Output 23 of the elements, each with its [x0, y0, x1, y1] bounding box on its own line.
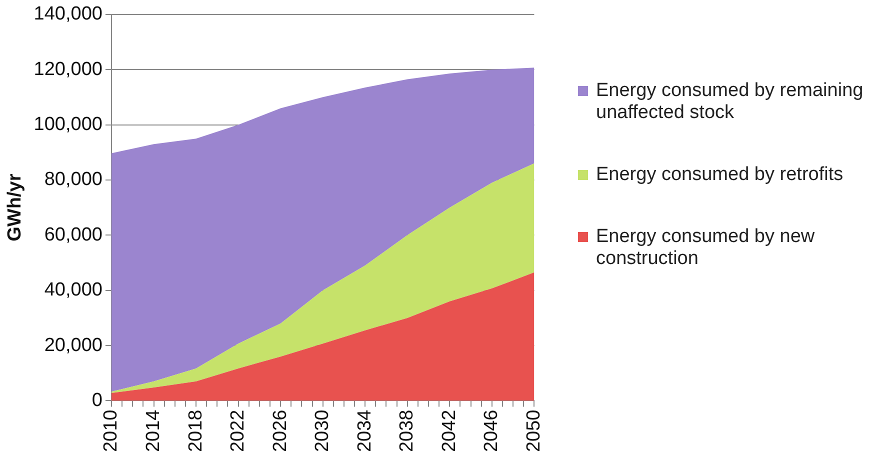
y-axis-title: GWh/yr	[4, 173, 26, 242]
x-tick-label: 2030	[312, 410, 334, 452]
y-tick-label: 80,000	[44, 169, 102, 190]
x-tick-label: 2050	[523, 410, 544, 452]
legend-label: Energy consumed by new construction	[596, 226, 816, 270]
x-tick-label: 2042	[438, 410, 460, 452]
x-tick-label: 2018	[185, 410, 206, 452]
y-tick-label: 0	[92, 390, 102, 411]
y-tick-label: 40,000	[44, 280, 102, 301]
x-tick-label: 2026	[270, 410, 291, 452]
x-tick-label: 2046	[481, 410, 502, 452]
x-tick-label: 2014	[142, 409, 164, 452]
y-tick-label: 60,000	[44, 224, 102, 246]
x-tick-label: 2022	[228, 410, 249, 452]
y-tick-label: 20,000	[44, 334, 102, 356]
y-tick-label: 100,000	[34, 114, 102, 136]
y-tick-label: 140,000	[34, 4, 102, 25]
legend-label: Energy consumed by retrofits	[596, 164, 844, 186]
x-tick-label: 2034	[354, 409, 376, 452]
x-tick-label: 2010	[100, 410, 122, 452]
y-tick-label: 120,000	[34, 58, 102, 80]
legend-label: Energy consumed by remaining unaffected stock	[596, 80, 864, 124]
x-tick-label: 2038	[396, 410, 418, 452]
